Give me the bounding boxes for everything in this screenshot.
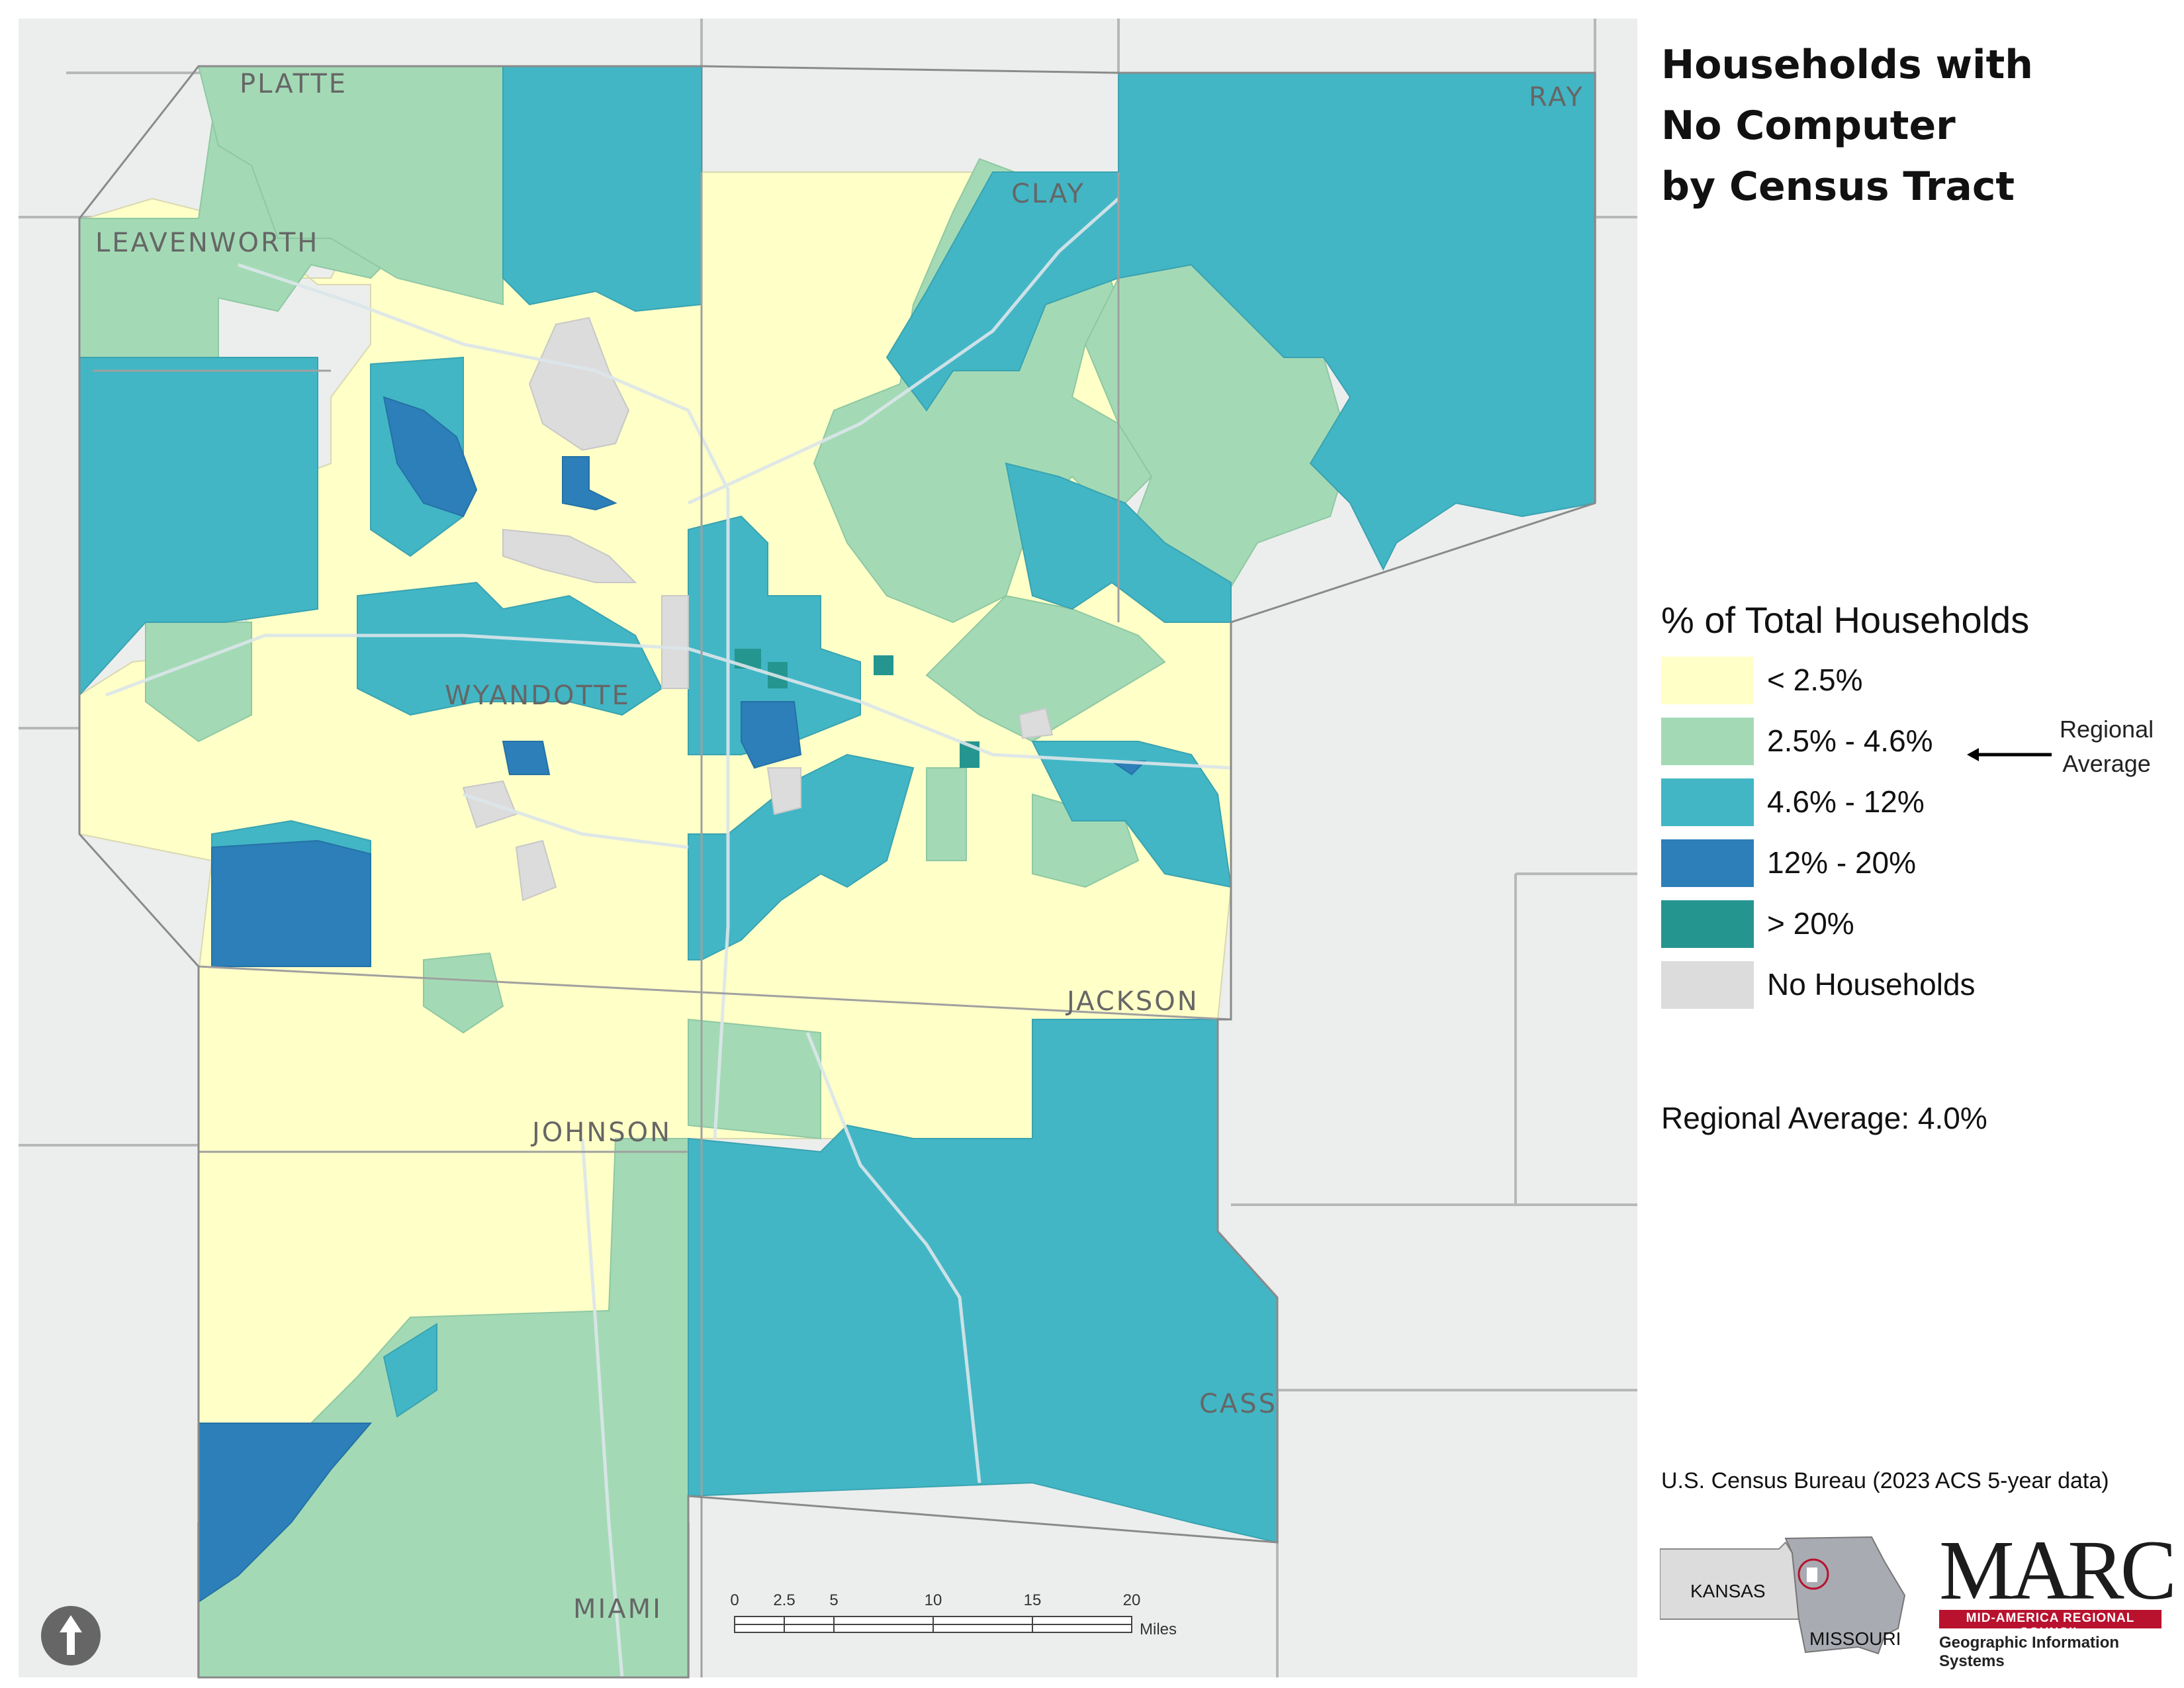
scale-bar-graphic: [734, 1616, 1132, 1633]
legend-item: < 2.5%: [1661, 657, 2164, 704]
legend-swatch: [1661, 778, 1754, 826]
marc-logo-tagline: Geographic Information Systems: [1939, 1634, 2120, 1670]
county-label-leavenworth: LEAVENWORTH: [95, 228, 320, 258]
roads: [105, 197, 1232, 1678]
legend-swatch: [1661, 657, 1754, 704]
north-arrow-icon: [41, 1606, 101, 1665]
marc-logo-wordmark: MARC: [1939, 1523, 2177, 1617]
marc-logo-bar: [1939, 1610, 2161, 1628]
county-label-cass: CASS: [1199, 1389, 1278, 1419]
choropleth-map: [0, 0, 1641, 1688]
scale-segment: [933, 1624, 1033, 1633]
marc-logo-subtitle: MID-AMERICA REGIONAL COUNCIL: [1966, 1611, 2135, 1640]
legend-label: < 2.5%: [1767, 663, 1863, 697]
study-area-outline: [78, 65, 1596, 1679]
scale-bar: 0 2.5 5 10 15 20 Miles: [721, 1591, 1185, 1644]
county-label-miami: MIAMI: [573, 1594, 662, 1624]
legend-item: 2.5% - 4.6%: [1661, 718, 2164, 765]
regional-average-note: Regional Average: [2060, 712, 2154, 781]
legend-swatch: [1661, 961, 1754, 1009]
data-source-text: U.S. Census Bureau (2023 ACS 5-year data…: [1661, 1468, 2109, 1493]
county-label-wyandotte: WYANDOTTE: [445, 680, 631, 711]
legend-item: No Households: [1661, 961, 2164, 1009]
legend-item: > 20%: [1661, 900, 2164, 948]
scale-segment: [784, 1624, 835, 1633]
missouri-shape: [1784, 1536, 1906, 1655]
locator-inset-map: KANSAS MISSOURI: [1659, 1536, 1911, 1668]
legend-swatch: [1661, 839, 1754, 887]
county-label-jackson: JACKSON: [1067, 986, 1199, 1017]
scale-segment: [1032, 1616, 1132, 1625]
legend-label: 12% - 20%: [1767, 845, 1917, 880]
county-boundaries: [93, 172, 1232, 1677]
legend-label: > 20%: [1767, 906, 1854, 941]
legend-swatch: [1661, 900, 1754, 948]
inset-label-kansas: KANSAS: [1690, 1581, 1766, 1601]
map-title-line3: by Census Tract: [1661, 164, 2015, 210]
scale-tick-label: 2.5: [773, 1591, 796, 1609]
legend-heading: % of Total Households: [1661, 599, 2030, 641]
regional-average-note-line2: Average: [2062, 750, 2151, 777]
legend-item: 4.6% - 12%: [1661, 778, 2164, 826]
scale-unit-label: Miles: [1140, 1620, 1177, 1638]
legend-label: No Households: [1767, 967, 1976, 1002]
legend-swatch: [1661, 718, 1754, 765]
scale-segment: [734, 1616, 785, 1625]
scale-tick-label: 5: [829, 1591, 839, 1609]
map-title-line1: Households with: [1661, 42, 2034, 88]
legend-label: 4.6% - 12%: [1767, 784, 1925, 819]
map-title: Households with No Computer by Census Tr…: [1661, 34, 2033, 217]
kc-region-marker-icon: [1797, 1558, 1829, 1590]
regional-average-arrow-icon: [1967, 748, 2052, 761]
scale-tick-label: 20: [1122, 1591, 1141, 1609]
inset-label-missouri: MISSOURI: [1809, 1628, 1901, 1649]
county-label-clay: CLAY: [1011, 179, 1085, 209]
scale-tick-label: 10: [924, 1591, 942, 1609]
tract-regions-teal: [79, 66, 1596, 1544]
scale-tick-label: 0: [730, 1591, 739, 1609]
scale-segment: [833, 1616, 934, 1625]
map-title-line2: No Computer: [1661, 103, 1956, 149]
county-label-ray: RAY: [1529, 82, 1584, 113]
legend-item: 12% - 20%: [1661, 839, 2164, 887]
regional-average-note-line1: Regional: [2060, 716, 2154, 743]
marc-logo: MARC MID-AMERICA REGIONAL COUNCIL Geogra…: [1939, 1528, 2177, 1670]
regional-average-text: Regional Average: 4.0%: [1661, 1101, 1987, 1135]
tract-regions-none: [462, 316, 1054, 902]
scale-tick-label: 15: [1023, 1591, 1042, 1609]
legend-label: 2.5% - 4.6%: [1767, 724, 1933, 758]
county-label-platte: PLATTE: [240, 69, 348, 99]
county-label-johnson: JOHNSON: [532, 1117, 672, 1148]
